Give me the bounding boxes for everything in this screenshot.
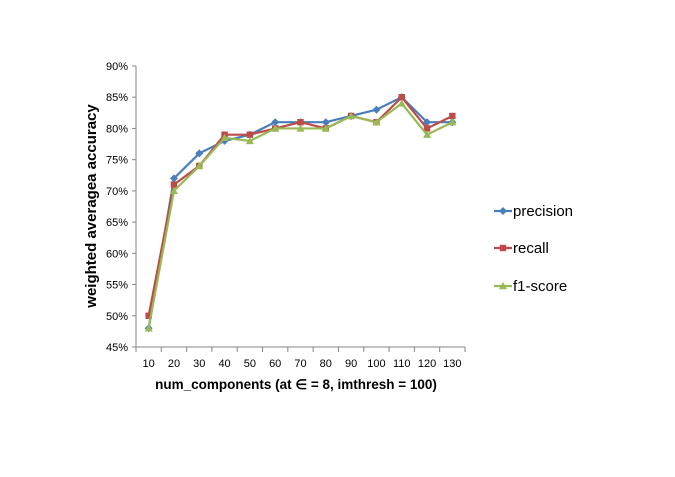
legend: precision recall f1-score bbox=[494, 203, 573, 295]
legend-precision-marker bbox=[499, 207, 507, 215]
x-tick-label: 120 bbox=[418, 358, 436, 370]
x-tick-label: 10 bbox=[143, 358, 155, 370]
y-tick-label: 55% bbox=[106, 280, 128, 292]
precision-line bbox=[147, 96, 453, 329]
recall-point bbox=[145, 312, 152, 319]
y-axis: 45% 50% 55% 60% 65% 70% 75% 80% 85% 90% bbox=[106, 61, 137, 354]
recall-point bbox=[246, 131, 254, 138]
f1-score-line bbox=[147, 102, 453, 329]
legend-f1-score-label: f1-score bbox=[513, 278, 567, 295]
precision-point bbox=[169, 174, 178, 183]
x-tick-label: 20 bbox=[168, 358, 180, 370]
recall-point bbox=[423, 125, 431, 132]
y-tick-label: 65% bbox=[106, 217, 128, 229]
f1-score-point bbox=[220, 133, 229, 142]
f1-score-point bbox=[245, 136, 254, 145]
y-tick-label: 75% bbox=[106, 155, 128, 167]
f1-score-point bbox=[195, 161, 204, 170]
legend-recall-marker bbox=[499, 244, 507, 252]
y-tick-label: 50% bbox=[106, 311, 128, 323]
legend-precision-label: precision bbox=[513, 203, 573, 220]
series-lines bbox=[144, 93, 457, 333]
f1-score-point bbox=[144, 324, 153, 332]
x-tick-label: 100 bbox=[367, 358, 385, 370]
precision-point bbox=[372, 105, 381, 114]
x-tick-label: 50 bbox=[244, 358, 256, 370]
x-tick-label: 110 bbox=[393, 358, 411, 370]
f1-score-point bbox=[296, 124, 305, 132]
f1-score-point bbox=[372, 118, 381, 126]
x-tick-label: 70 bbox=[294, 358, 306, 370]
y-tick-label: 60% bbox=[106, 248, 128, 260]
f1-score-point bbox=[423, 130, 432, 138]
precision-point bbox=[271, 118, 280, 127]
f1-score-point bbox=[448, 118, 457, 126]
x-axis-title: num_components (at ∈ = 8, imthresh = 100… bbox=[155, 377, 437, 392]
y-tick-label: 70% bbox=[106, 186, 128, 198]
legend-recall-label: recall bbox=[513, 240, 549, 257]
x-axis: 10 20 30 40 50 60 70 80 90 100 110 120 130 bbox=[135, 346, 466, 370]
f1-score-point bbox=[271, 124, 280, 132]
y-tick-label: 80% bbox=[106, 123, 128, 135]
recall-point bbox=[449, 112, 456, 120]
x-tick-label: 30 bbox=[193, 358, 205, 370]
x-tick-label: 80 bbox=[320, 358, 332, 370]
f1-score-point bbox=[397, 99, 406, 107]
x-tick-label: 130 bbox=[443, 358, 461, 370]
precision-point bbox=[423, 118, 432, 127]
recall-point bbox=[170, 181, 178, 188]
y-tick-label: 90% bbox=[106, 61, 128, 73]
recall-point bbox=[297, 119, 304, 126]
recall-point bbox=[398, 94, 405, 101]
x-tick-label: 60 bbox=[269, 358, 281, 370]
y-axis-title: weighted averagea accuracy bbox=[83, 104, 100, 309]
precision-point bbox=[195, 149, 204, 158]
f1-score-point bbox=[347, 111, 356, 120]
f1-score-point bbox=[169, 186, 178, 195]
x-tick-label: 90 bbox=[345, 358, 357, 370]
legend-f1-score-marker bbox=[499, 282, 507, 290]
f1-score-point bbox=[321, 124, 330, 132]
x-tick-label: 40 bbox=[218, 358, 230, 370]
y-tick-label: 45% bbox=[106, 342, 128, 354]
y-tick-label: 85% bbox=[106, 92, 128, 104]
precision-point bbox=[321, 118, 330, 127]
